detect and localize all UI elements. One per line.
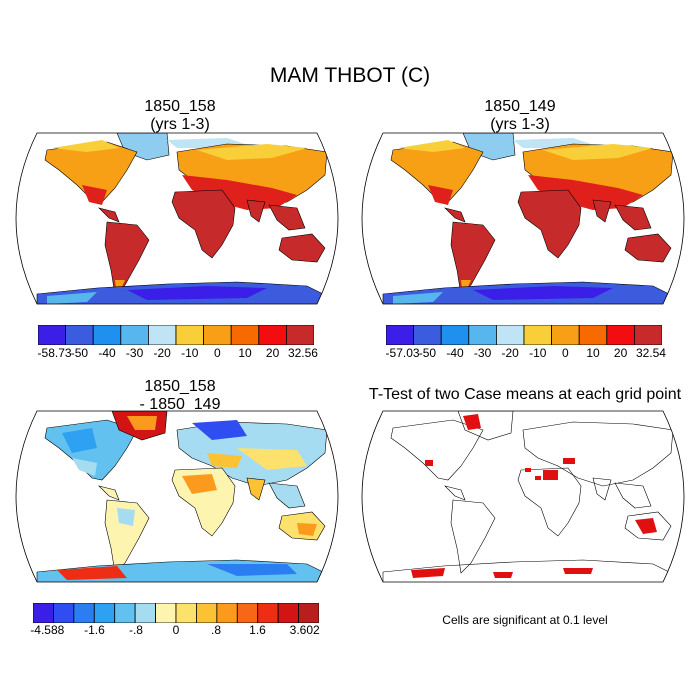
colorbar-tick-label: -57.03 [385,346,420,360]
colorbar-swatch [257,603,279,623]
colorbar-swatch [175,325,205,345]
colorbar-swatch [551,325,580,345]
colorbar-tick-label: 0 [562,346,569,360]
colorbar-tick-label: -50 [418,346,437,360]
colorbar-swatch [258,325,287,345]
colorbar-top-right [386,325,662,345]
colorbar-swatch [496,325,525,345]
colorbar-labels-top-right: -57.03 -50 -40 -30 -20 -10 0 10 20 32.54 [385,346,666,362]
colorbar-swatch [413,325,442,345]
colorbar-bottom-left [33,603,319,623]
colorbar-swatch [196,603,218,623]
panel-title-bottom-left: 1850_158 - 1850_149 [20,378,340,414]
colorbar-swatch [468,325,497,345]
colorbar-tick-label: 0 [214,346,221,360]
map-outline [15,410,339,583]
colorbar-swatch [114,603,136,623]
colorbar-swatch [134,603,156,623]
colorbar-tick-label: .8 [211,623,222,637]
colorbar-tick-label: 3.602 [289,623,320,637]
colorbar-tick-label: 32.54 [635,346,666,360]
colorbar-tick-label: -20 [501,346,519,360]
map-outline [361,132,685,305]
colorbar-labels-top-left: -58.73 -50 -40 -30 -20 -10 0 10 20 32.56 [37,346,318,362]
colorbar-swatch [298,603,319,623]
panel-title-line2: - 1850_149 [139,396,221,413]
map-top-left [15,132,339,305]
panel-title-line1: T-Test of two Case means at each grid po… [368,386,682,403]
panel-title-line2: (yrs 1-3) [150,116,210,133]
temperature-field [16,133,338,304]
colorbar-tick-label: 32.56 [287,346,318,360]
colorbar-swatch [38,325,67,345]
temperature-field [362,133,684,304]
colorbar-tick-label: -30 [125,346,144,360]
colorbar-tick-label: -10 [181,346,199,360]
map-outline [361,410,685,583]
colorbar-top-left [38,325,314,345]
colorbar-tick-label: 20 [613,346,628,360]
colorbar-swatch [277,603,299,623]
colorbar-tick-label: -20 [153,346,171,360]
colorbar-swatch [440,325,470,345]
colorbar-swatch [285,325,314,345]
colorbar-swatch [578,325,608,345]
colorbar-swatch [92,325,122,345]
map-top-right [361,132,685,305]
colorbar-tick-label: -58.73 [37,346,72,360]
colorbar-swatch [65,325,94,345]
panel-title-line1: 1850_158 [144,378,216,395]
colorbar-tick-label: -.8 [128,623,143,637]
colorbar-tick-label: -4.588 [30,623,65,637]
colorbar-swatch [33,603,54,623]
panel-title-line2: (yrs 1-3) [490,116,550,133]
colorbar-swatch [120,325,149,345]
map-outline [15,132,339,305]
panel-title-top-right: 1850_149 (yrs 1-3) [360,98,680,134]
colorbar-tick-label: -50 [70,346,89,360]
map-bottom-right [361,410,685,583]
panel-title-bottom-right: T-Test of two Case means at each grid po… [350,386,700,404]
colorbar-tick-label: -1.6 [84,623,105,637]
colorbar-tick-label: 10 [238,346,252,360]
colorbar-swatch [175,603,197,623]
difference-field [16,411,338,582]
colorbar-swatch [216,603,238,623]
colorbar-tick-label: 10 [586,346,600,360]
colorbar-swatch [53,603,75,623]
colorbar-tick-label: 0 [172,623,180,637]
colorbar-swatch [73,603,95,623]
colorbar-swatch [633,325,662,345]
colorbar-swatch [523,325,553,345]
map-bottom-left [15,410,339,583]
colorbar-swatch [386,325,415,345]
colorbar-swatch [230,325,260,345]
colorbar-swatch [93,603,116,623]
colorbar-swatch [236,603,259,623]
colorbar-tick-label: -10 [529,346,547,360]
colorbar-swatch [606,325,635,345]
main-title: MAM THBOT (C) [269,64,431,87]
colorbar-tick-label: 1.6 [249,623,266,637]
colorbar-swatch [148,325,177,345]
colorbar-tick-label: 20 [265,346,280,360]
colorbar-labels-bottom-left: -4.588 -1.6 -.8 0 .8 1.6 3.602 [30,623,320,639]
colorbar-tick-label: -40 [98,346,116,360]
significance-note: Cells are significant at 0.1 level [442,613,608,627]
panel-title-line1: 1850_158 [144,98,216,115]
colorbar-tick-label: -30 [473,346,492,360]
panel-title-line1: 1850_149 [484,98,556,115]
significance-field [362,411,684,582]
panel-title-top-left: 1850_158 (yrs 1-3) [20,98,340,134]
colorbar-tick-label: -40 [446,346,464,360]
colorbar-swatch [203,325,232,345]
colorbar-swatch [155,603,177,623]
